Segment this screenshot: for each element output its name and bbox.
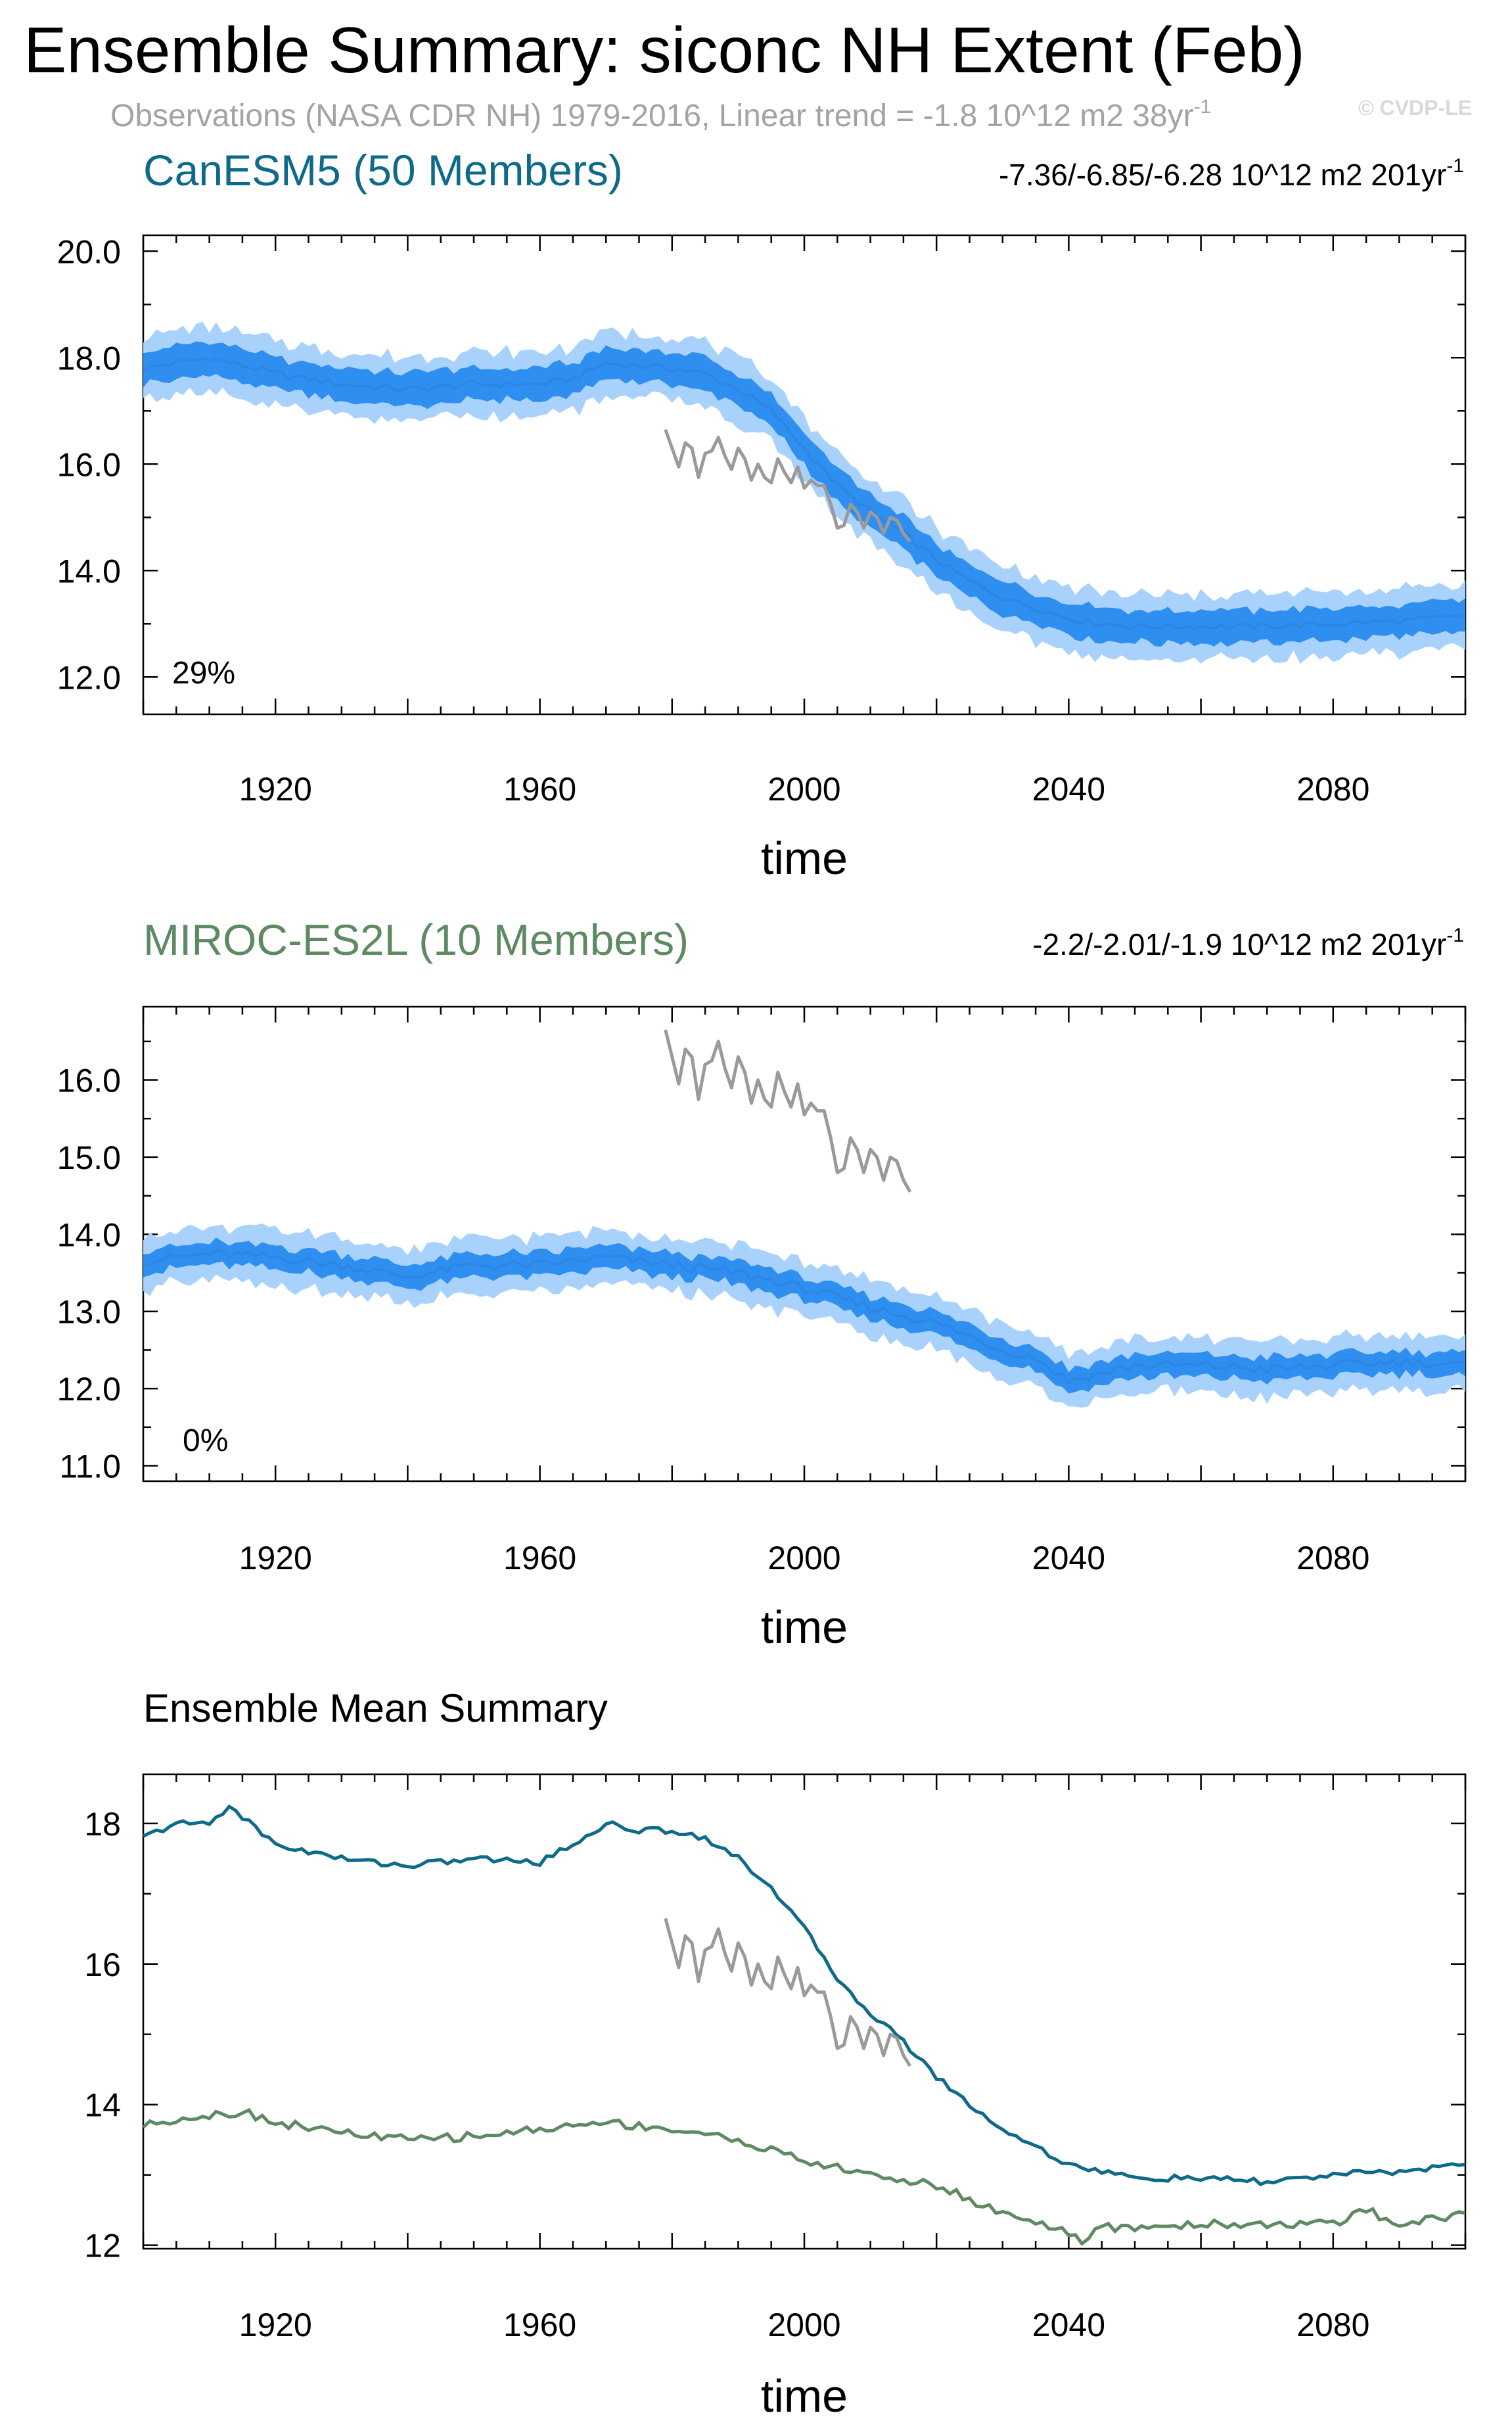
subtitle: Observations (NASA CDR NH) 1979-2016, Li… [110, 96, 1211, 133]
main-title: Ensemble Summary: siconc NH Extent (Feb) [24, 14, 1305, 86]
panels-group: CanESM5 (50 Members) -7.36/-6.85/-6.28 10… [57, 146, 1467, 2422]
panel-1-y-axis: 12.0 14.0 16.0 18.0 20.0 [57, 233, 1465, 696]
x-tick-label: 2080 [1296, 1540, 1369, 1576]
panel-1-series [143, 321, 1465, 664]
panel-2-x-axis-label: time [761, 1601, 848, 1653]
panel-2-trend-values: -2.2/-2.01/-1.9 10^12 m2 201yr [1032, 927, 1446, 961]
panel-3-header-left: Ensemble Mean Summary [143, 1686, 608, 1730]
ensemble-spread-outer-band [143, 321, 1465, 664]
observations-line [664, 1029, 912, 1193]
panel-1-trend-superscript: -1 [1446, 155, 1464, 177]
panel-2-header-left: MIROC-ES2L (10 Members) [143, 915, 689, 964]
x-tick-label: 1960 [503, 2307, 576, 2343]
panel-3-x-axis: 1920 1960 2000 2040 2080 [142, 1774, 1467, 2343]
observations-line [664, 428, 911, 543]
panel-1-trend-values: -7.36/-6.85/-6.28 10^12 m2 201yr [999, 158, 1446, 192]
subtitle-superscript: -1 [1194, 96, 1212, 118]
canesm-mean-line [143, 1804, 1465, 2186]
y-tick-label: 16.0 [57, 1063, 121, 1099]
panel-3-plot-frame [142, 1773, 1467, 2250]
subtitle-text: Observations (NASA CDR NH) 1979-2016, Li… [110, 99, 1194, 133]
x-tick-label: 1960 [503, 771, 576, 808]
panel-1-x-axis: 1920 1960 2000 2040 2080 [142, 235, 1467, 808]
ensemble-mean-line [143, 357, 1465, 631]
panel-2-series [143, 1029, 1465, 1408]
x-tick-label: 2080 [1296, 771, 1369, 808]
observations-line [664, 1918, 912, 2067]
x-tick-label: 2000 [767, 2307, 840, 2343]
panel-3-series [143, 1804, 1465, 2246]
y-tick-label: 16.0 [57, 446, 121, 483]
y-tick-label: 13.0 [57, 1294, 121, 1331]
ensemble-spread-inner-band [143, 1237, 1465, 1394]
y-tick-label: 16 [84, 1946, 121, 1983]
x-tick-label: 2040 [1032, 2307, 1105, 2343]
x-tick-label: 2040 [1032, 771, 1105, 808]
y-tick-label: 12.0 [57, 1371, 121, 1408]
miroc-mean-line [143, 2107, 1465, 2246]
panel-1-header-right: -7.36/-6.85/-6.28 10^12 m2 201yr-1 [999, 155, 1464, 192]
x-tick-label: 1920 [239, 771, 312, 808]
panel-3-y-axis: 12 14 16 18 [84, 1806, 1465, 2264]
ensemble-mean-line [143, 1249, 1465, 1385]
panel-2-y-axis: 11.0 12.0 13.0 14.0 15.0 16.0 [57, 1040, 1465, 1485]
panel-1-percent-label: 29% [172, 656, 235, 691]
panel-3-x-axis-label: time [761, 2370, 848, 2422]
panel-1-header-left: CanESM5 (50 Members) [143, 146, 623, 195]
y-tick-label: 11.0 [59, 1448, 121, 1485]
x-tick-label: 2040 [1032, 1540, 1105, 1576]
y-tick-label: 15.0 [57, 1139, 121, 1176]
watermark: © CVDP-LE [1358, 96, 1472, 120]
x-tick-label: 1920 [239, 1540, 312, 1576]
y-tick-label: 14 [84, 2087, 121, 2124]
panel-3: Ensemble Mean Summary 12 14 16 18 1920 1960 200… [84, 1686, 1467, 2422]
panel-1-x-axis-label: time [761, 833, 848, 884]
y-tick-label: 14.0 [57, 1216, 121, 1253]
x-tick-label: 1920 [239, 2307, 312, 2343]
y-tick-label: 18.0 [57, 340, 121, 377]
panel-1: CanESM5 (50 Members) -7.36/-6.85/-6.28 10… [57, 146, 1467, 884]
panel-2-header-right: -2.2/-2.01/-1.9 10^12 m2 201yr-1 [1032, 925, 1464, 961]
y-tick-label: 12 [84, 2228, 121, 2264]
panel-2-trend-superscript: -1 [1446, 925, 1464, 946]
panel-2: MIROC-ES2L (10 Members) -2.2/-2.01/-1.9 1… [57, 915, 1467, 1653]
y-tick-label: 14.0 [57, 553, 121, 589]
panel-2-percent-label: 0% [183, 1423, 228, 1458]
panel-2-x-axis: 1920 1960 2000 2040 2080 [142, 1007, 1467, 1576]
y-tick-label: 12.0 [57, 659, 121, 696]
x-tick-label: 2000 [767, 771, 840, 808]
x-tick-label: 2000 [767, 1540, 840, 1576]
y-tick-label: 20.0 [57, 233, 121, 270]
y-tick-label: 18 [84, 1806, 121, 1843]
x-tick-label: 2080 [1296, 2307, 1369, 2343]
x-tick-label: 1960 [503, 1540, 576, 1576]
